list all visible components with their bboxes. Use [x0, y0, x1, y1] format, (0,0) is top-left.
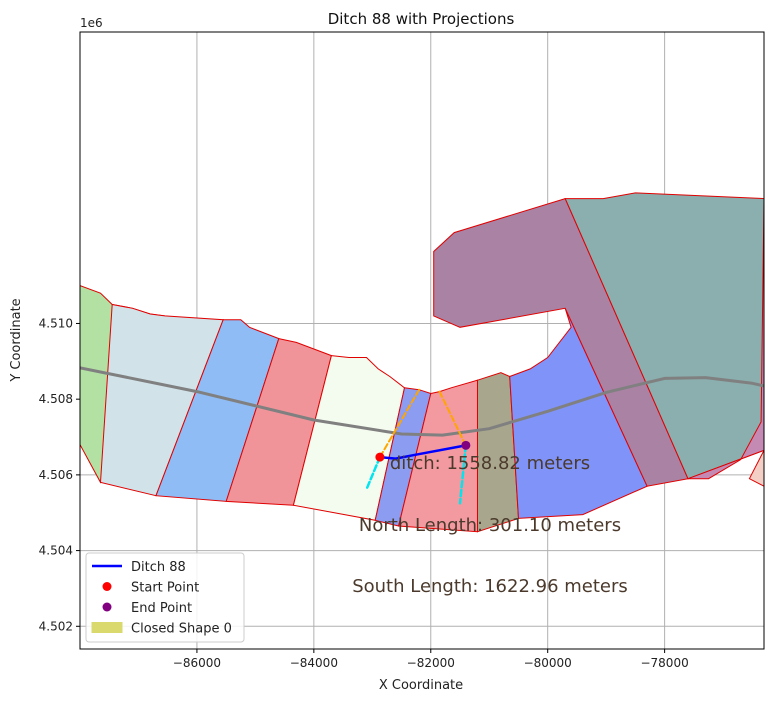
end-point — [461, 440, 471, 450]
x-tick-label: −78000 — [640, 656, 688, 670]
y-tick-label: 4.504 — [39, 544, 73, 558]
ditch-line — [378, 444, 468, 460]
y-axis-title: Y Coordinate — [9, 298, 24, 382]
annotation-north-length: North Length: 301.10 meters — [359, 515, 621, 536]
y-tick-label: 4.506 — [39, 468, 73, 482]
legend-swatch-point — [102, 582, 112, 591]
x-tick-label: −84000 — [290, 656, 338, 670]
south-projection-1 — [458, 444, 468, 505]
x-axis-title: X Coordinate — [379, 678, 463, 693]
centerline — [80, 366, 764, 437]
legend-label: End Point — [131, 601, 192, 616]
chart-title: Ditch 88 with Projections — [328, 10, 515, 28]
y-tick-label: 4.508 — [39, 392, 73, 406]
parcel-polygon-1 — [99, 303, 224, 497]
north-projection-0 — [378, 388, 421, 459]
legend-swatch-patch — [91, 622, 123, 633]
plot-frame — [79, 31, 765, 650]
data-lines — [80, 366, 764, 505]
parcel-polygon-12 — [748, 450, 764, 487]
x-axis: −86000 −84000 −82000 −80000 −78000 — [173, 649, 689, 670]
start-point — [375, 452, 385, 462]
parcel-polygon-4 — [292, 355, 406, 521]
parcel-polygon-11 — [687, 198, 764, 480]
annotation-south-length: South Length: 1622.96 meters — [352, 576, 628, 597]
legend-label: Start Point — [131, 581, 199, 596]
land-parcels — [80, 192, 764, 533]
legend-label: Ditch 88 — [131, 560, 186, 575]
legend-swatch-point — [102, 602, 112, 612]
plot-area — [80, 192, 764, 533]
legend-box — [85, 552, 245, 643]
y-offset-label: 1e6 — [80, 16, 103, 30]
south-projection-0 — [365, 455, 382, 491]
annotation-ditch-length: ditch: 1558.82 meters — [390, 453, 590, 474]
x-tick-label: −82000 — [407, 656, 455, 670]
x-tick-label: −80000 — [524, 656, 572, 670]
legend-label: Closed Shape 0 — [131, 622, 232, 637]
y-tick-label: 4.502 — [39, 619, 73, 633]
x-tick-label: −86000 — [173, 656, 221, 670]
y-axis: 4.502 4.504 4.506 4.508 4.510 — [39, 316, 80, 633]
legend: Ditch 88 Start Point End Point Closed Shape… — [85, 552, 245, 643]
y-tick-label: 4.510 — [39, 316, 73, 330]
north-projection-1 — [438, 390, 467, 447]
